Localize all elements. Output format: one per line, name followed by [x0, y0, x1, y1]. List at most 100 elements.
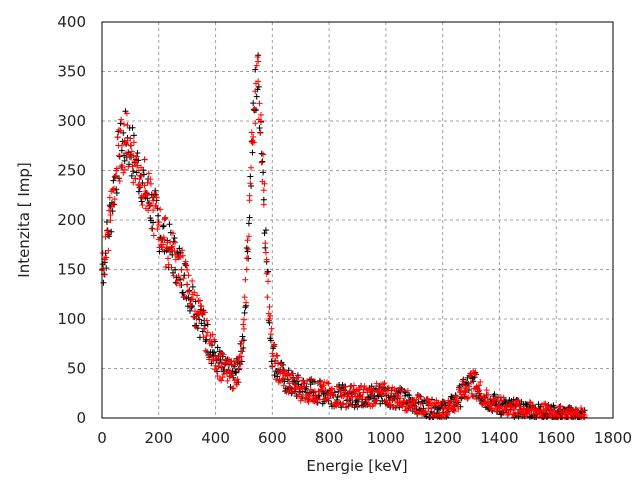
filler-marker	[511, 412, 518, 419]
data-point	[240, 325, 247, 332]
data-point	[354, 393, 361, 400]
filler-marker	[541, 409, 548, 416]
filler-marker	[240, 316, 247, 323]
filler-marker	[484, 398, 491, 405]
data-point	[411, 400, 418, 407]
filler-marker	[262, 240, 269, 247]
filler-marker	[130, 139, 137, 146]
filler-marker	[401, 399, 408, 406]
data-point	[223, 370, 230, 377]
x-tick-label: 1400	[480, 429, 518, 447]
filler-marker	[459, 378, 466, 385]
filler-marker	[243, 255, 250, 262]
filler-marker	[386, 401, 393, 408]
filler-marker	[196, 297, 203, 304]
filler-marker	[103, 218, 110, 225]
filler-marker	[106, 194, 113, 201]
filler-marker	[144, 179, 151, 186]
filler-marker	[379, 390, 386, 397]
filler-marker	[239, 333, 246, 340]
filler-marker	[110, 177, 117, 184]
filler-marker	[470, 367, 477, 374]
data-point	[524, 407, 531, 414]
filler-marker	[238, 341, 245, 348]
filler-marker	[406, 392, 413, 399]
filler-marker	[243, 245, 250, 252]
filler-marker	[198, 303, 205, 310]
filler-marker	[580, 411, 587, 418]
filler-marker	[195, 298, 202, 305]
x-tick-label: 1000	[367, 429, 405, 447]
filler-marker	[150, 232, 157, 239]
filler-marker	[114, 134, 121, 141]
filler-marker	[193, 322, 200, 329]
filler-marker	[465, 394, 472, 401]
filler-marker	[388, 390, 395, 397]
filler-marker	[453, 393, 460, 400]
y-tick-label: 150	[57, 261, 86, 279]
filler-marker	[266, 303, 273, 310]
filler-marker	[138, 198, 145, 205]
filler-marker	[216, 359, 223, 366]
filler-marker	[193, 315, 200, 322]
filler-marker	[556, 407, 563, 414]
filler-marker	[230, 385, 237, 392]
filler-marker	[526, 398, 533, 405]
filler-marker	[280, 382, 287, 389]
filler-marker	[209, 356, 216, 363]
filler-marker	[205, 352, 212, 359]
filler-marker	[363, 395, 370, 402]
filler-marker	[231, 357, 238, 364]
x-tick-label: 0	[97, 429, 107, 447]
filler-marker	[138, 164, 145, 171]
filler-marker	[301, 383, 308, 390]
data-point	[110, 187, 117, 194]
data-point	[107, 212, 114, 219]
filler-marker	[367, 385, 374, 392]
filler-marker	[258, 159, 265, 166]
filler-marker	[268, 358, 275, 365]
filler-marker	[242, 304, 249, 311]
filler-marker	[502, 405, 509, 412]
filler-marker	[257, 111, 264, 118]
filler-marker	[234, 376, 241, 383]
data-point	[567, 411, 574, 418]
filler-marker	[498, 397, 505, 404]
data-point	[147, 202, 154, 209]
filler-marker	[194, 292, 201, 299]
filler-marker	[245, 220, 252, 227]
filler-marker	[304, 392, 311, 399]
filler-marker	[551, 404, 558, 411]
filler-marker	[503, 401, 510, 408]
filler-marker	[152, 202, 159, 209]
filler-marker	[169, 269, 176, 276]
y-tick-label: 50	[67, 360, 86, 378]
data-point	[425, 405, 432, 412]
filler-marker	[348, 402, 355, 409]
filler-marker	[344, 396, 351, 403]
filler-marker	[272, 376, 279, 383]
filler-marker	[113, 172, 120, 179]
filler-marker	[294, 378, 301, 385]
filler-marker	[563, 406, 570, 413]
data-point	[439, 406, 446, 413]
filler-marker	[476, 387, 483, 394]
filler-marker	[202, 347, 209, 354]
data-point	[553, 410, 560, 417]
filler-marker	[135, 188, 142, 195]
filler-marker	[186, 288, 193, 295]
filler-marker	[137, 184, 144, 191]
data-point	[229, 372, 236, 379]
filler-marker	[204, 317, 211, 324]
filler-marker	[488, 406, 495, 413]
data-point	[468, 379, 475, 386]
filler-marker	[245, 246, 252, 253]
filler-marker	[121, 121, 128, 128]
filler-marker	[211, 349, 218, 356]
filler-marker	[443, 409, 450, 416]
filler-marker	[499, 409, 506, 416]
filler-marker	[473, 396, 480, 403]
x-tick-label: 800	[315, 429, 344, 447]
filler-marker	[183, 262, 190, 269]
filler-marker	[278, 361, 285, 368]
